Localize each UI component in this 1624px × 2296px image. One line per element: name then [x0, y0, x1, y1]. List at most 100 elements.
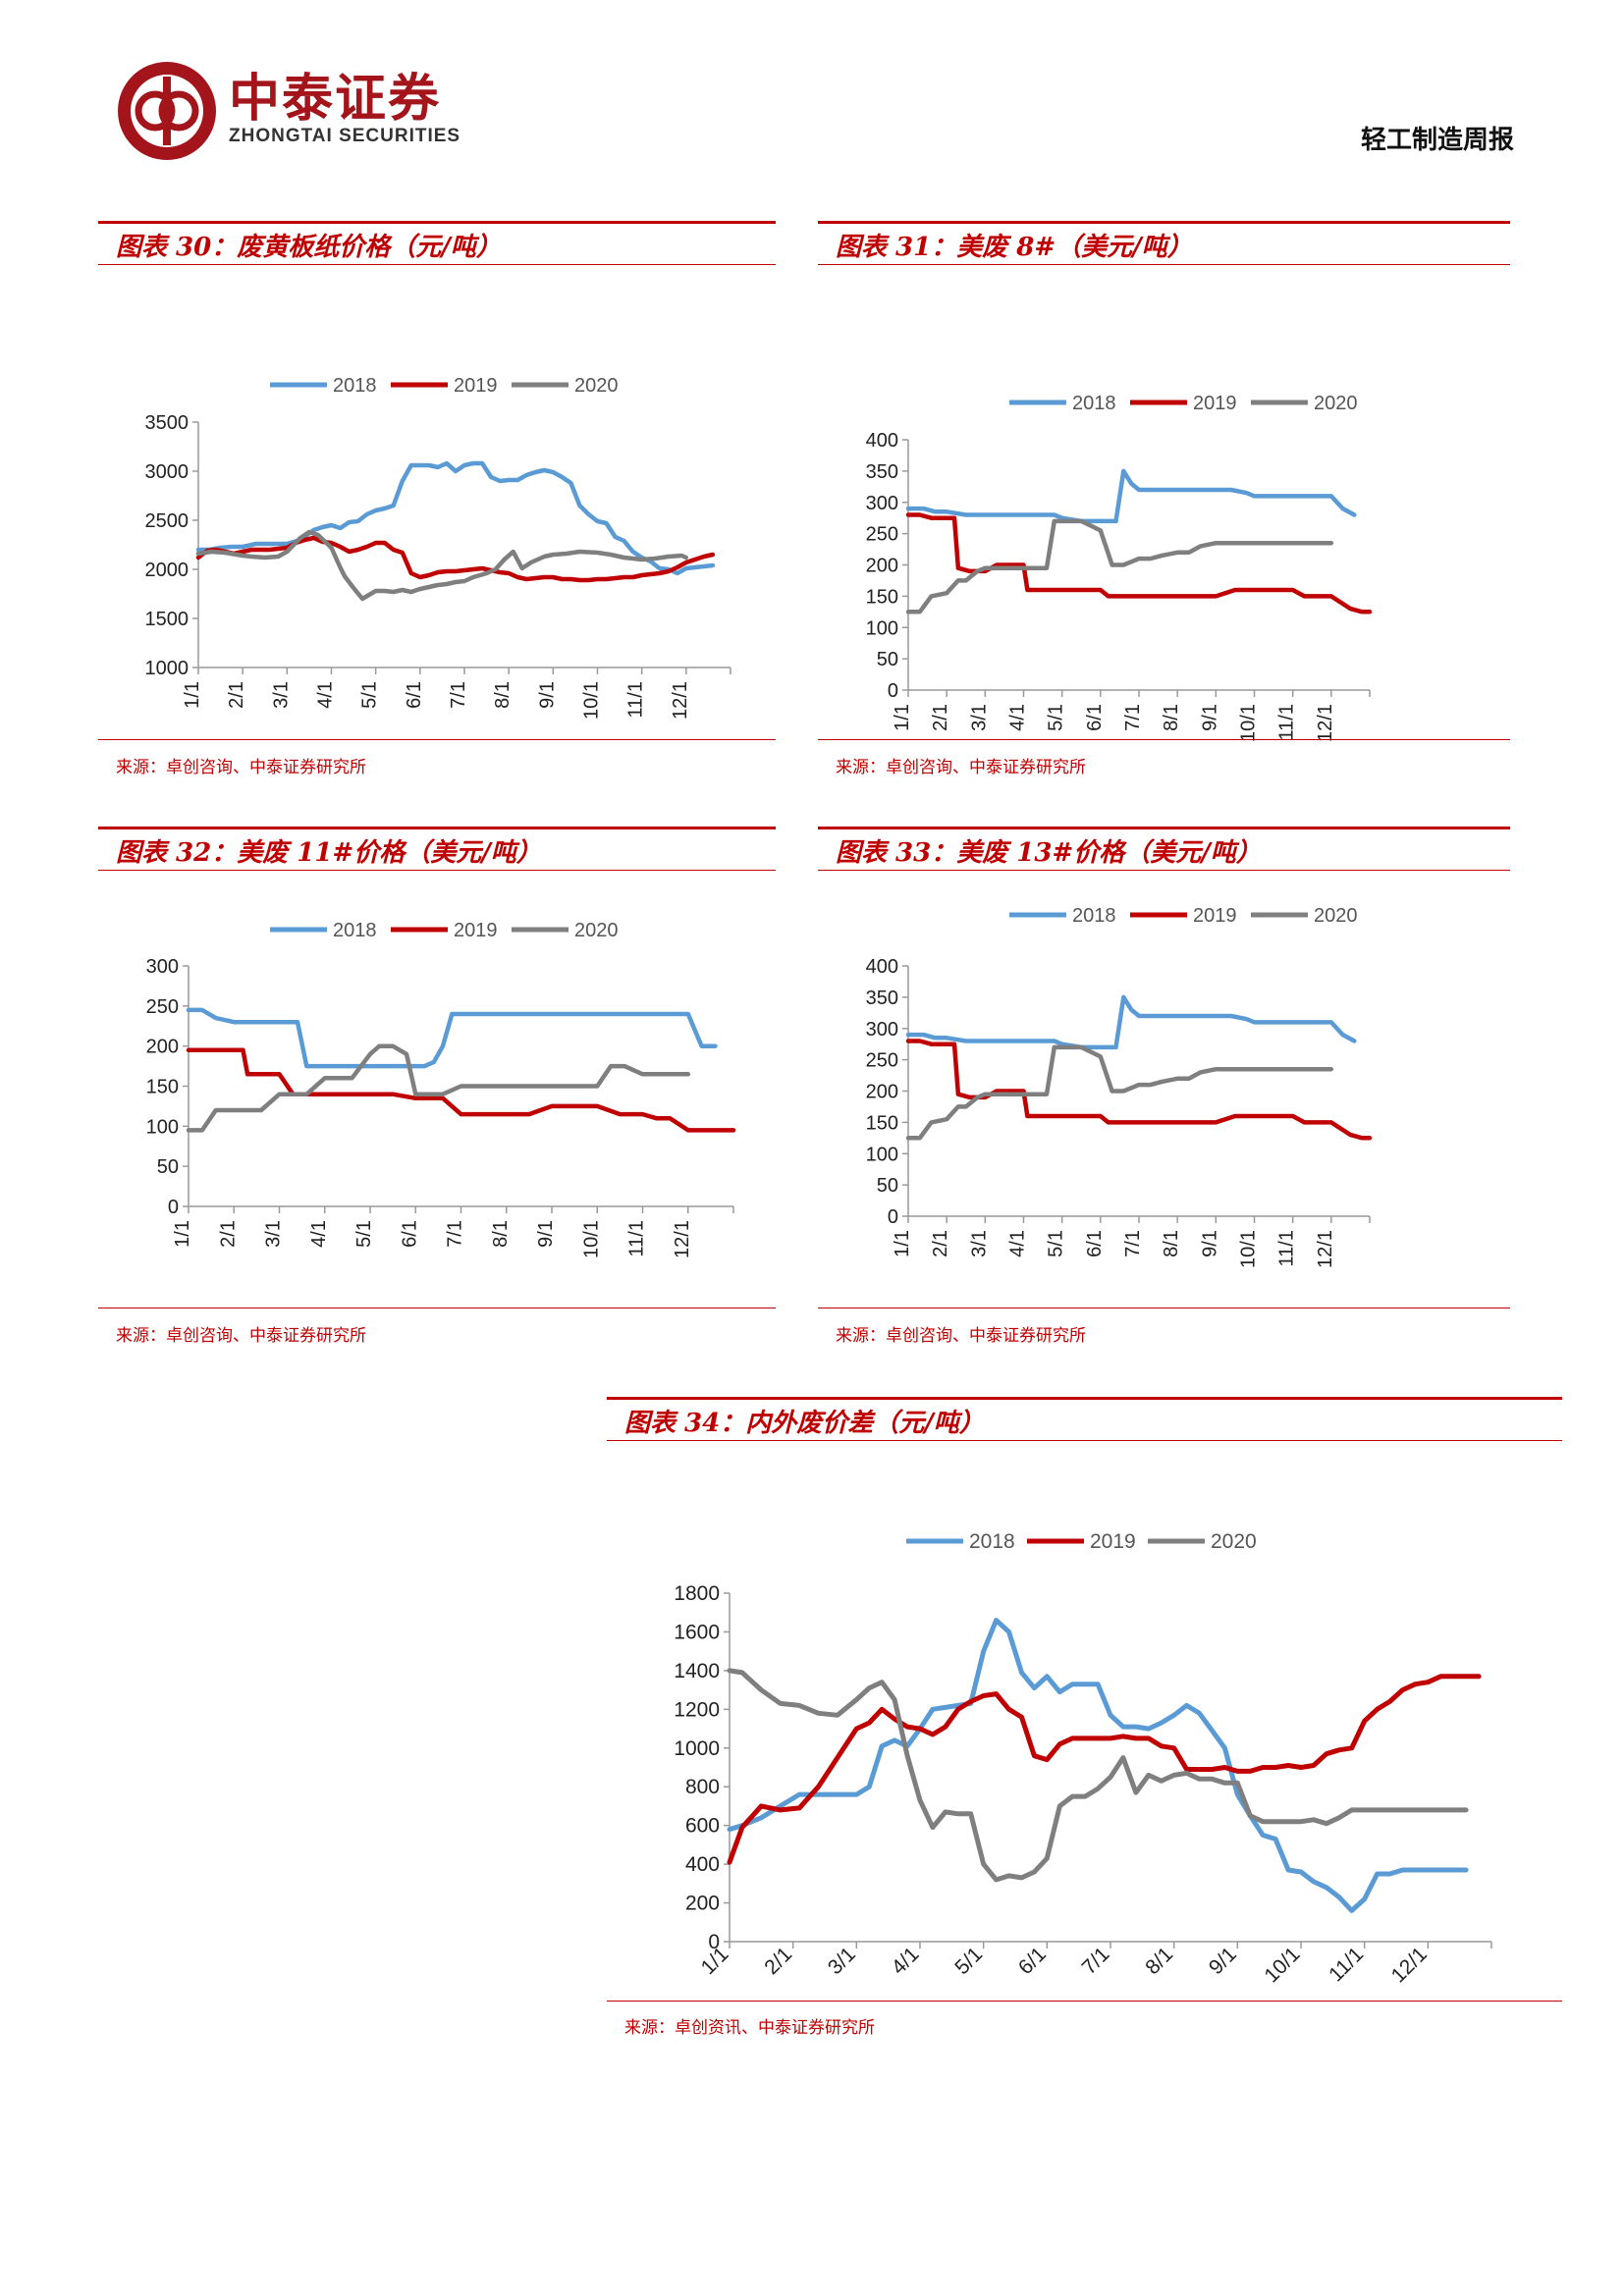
chart-source: 来源：卓创咨询、中泰证券研究所 — [836, 758, 1086, 777]
y-tick-label: 150 — [866, 1112, 898, 1134]
y-tick-label: 250 — [866, 1050, 898, 1072]
x-tick-label: 1/1 — [172, 1220, 193, 1248]
y-tick-label: 0 — [888, 1206, 898, 1228]
x-tick-label: 2/1 — [226, 681, 247, 709]
chart-title: 图表 33：美废 13#价格（美元/吨） — [836, 838, 1262, 868]
chart-panel-34: 图表 34：内外废价差（元/吨） 2018 2019 2020 0 200 400 600 8… — [607, 1397, 1562, 2055]
panel-top-rule — [607, 1397, 1562, 1400]
legend-label-2020: 2020 — [574, 920, 619, 941]
x-tick-label: 10/1 — [1238, 704, 1260, 742]
x-tick-label: 4/1 — [888, 1943, 924, 1979]
chart-panel-31: 图表 31：美废 8#（美元/吨） 2018 2019 2020 0 50 100 150 2… — [818, 221, 1510, 790]
series-line-2018 — [186, 1007, 718, 1069]
x-tick-label: 7/1 — [445, 1220, 466, 1248]
x-tick-label: 8/1 — [490, 1220, 512, 1248]
x-tick-label: 2/1 — [930, 704, 951, 731]
x-tick-label: 3/1 — [968, 1230, 990, 1257]
chart-title: 图表 34：内外废价差（元/吨） — [624, 1409, 985, 1438]
panel-title-rule — [818, 264, 1510, 265]
y-tick-label: 100 — [866, 1144, 898, 1165]
x-tick-label: 3/1 — [968, 704, 990, 731]
legend-label-2019: 2019 — [1090, 1530, 1136, 1553]
legend-label-2018: 2018 — [333, 375, 377, 397]
y-tick-label: 100 — [866, 617, 898, 639]
brand-name-en: ZHONGTAI SECURITIES — [229, 126, 461, 146]
x-tick-label: 10/1 — [1260, 1943, 1304, 1987]
y-tick-label: 150 — [866, 586, 898, 608]
x-tick-label: 6/1 — [404, 681, 425, 709]
series-line-2019 — [186, 1047, 736, 1133]
x-tick-label: 3/1 — [824, 1943, 860, 1979]
legend-label-2020: 2020 — [1314, 393, 1358, 414]
y-tick-label: 250 — [146, 996, 179, 1018]
y-tick-label: 800 — [685, 1776, 720, 1798]
x-tick-label: 4/1 — [1007, 1230, 1029, 1257]
x-tick-label: 7/1 — [1122, 704, 1144, 731]
y-tick-label: 250 — [866, 524, 898, 546]
y-tick-label: 0 — [708, 1931, 720, 1953]
y-tick-label: 1600 — [674, 1621, 720, 1643]
y-tick-label: 3000 — [145, 461, 189, 483]
y-tick-label: 2000 — [145, 560, 189, 581]
series-line-2018 — [195, 460, 716, 576]
x-tick-label: 12/1 — [1387, 1943, 1432, 1987]
panel-top-rule — [818, 221, 1510, 224]
y-tick-label: 2500 — [145, 510, 189, 532]
chart-32-plot: 2018 2019 2020 0 50 100 150 200 250 300 1/1 2/1 3/1 4… — [146, 920, 736, 1258]
chart-33-plot: 2018 2019 2020 0 50 100 150 200 250 300 350 400 1/1 2… — [866, 905, 1373, 1268]
panel-title-rule — [607, 1440, 1562, 1441]
y-tick-label: 200 — [146, 1037, 179, 1058]
x-tick-label: 4/1 — [315, 681, 337, 709]
chart-source: 来源：卓创咨询、中泰证券研究所 — [116, 758, 366, 777]
logo-mark-icon — [118, 62, 216, 160]
x-tick-label: 3/1 — [270, 681, 292, 709]
y-tick-label: 0 — [168, 1197, 179, 1218]
series-line-2020 — [905, 1044, 1334, 1141]
series-line-2020 — [905, 518, 1334, 614]
y-tick-label: 200 — [866, 556, 898, 577]
x-tick-label: 2/1 — [217, 1220, 239, 1248]
x-tick-label: 12/1 — [1315, 704, 1336, 742]
x-tick-label: 4/1 — [308, 1220, 330, 1248]
legend-label-2020: 2020 — [574, 375, 619, 397]
y-tick-label: 350 — [866, 461, 898, 483]
x-tick-label: 9/1 — [1205, 1943, 1241, 1979]
legend-label-2019: 2019 — [454, 375, 498, 397]
series-line-2018 — [905, 468, 1357, 524]
panel-title-rule — [98, 870, 776, 871]
y-tick-label: 400 — [866, 430, 898, 452]
y-tick-label: 200 — [866, 1082, 898, 1103]
y-tick-label: 300 — [866, 493, 898, 514]
x-tick-label: 6/1 — [1014, 1943, 1051, 1979]
chart-panel-32: 图表 32：美废 11#价格（美元/吨） 2018 2019 2020 0 50 100 1… — [98, 827, 776, 1357]
legend-label-2018: 2018 — [333, 920, 377, 941]
legend-label-2019: 2019 — [454, 920, 498, 941]
chart-panel-30: 图表 30：废黄板纸价格（元/吨） 2018 2019 2020 1000 1500 20… — [98, 221, 776, 790]
y-tick-label: 600 — [685, 1815, 720, 1838]
x-tick-label: 6/1 — [399, 1220, 420, 1248]
panel-title-rule — [818, 870, 1510, 871]
x-tick-label: 8/1 — [492, 681, 514, 709]
legend-label-2018: 2018 — [1072, 905, 1116, 927]
panel-title-rule — [98, 264, 776, 265]
x-tick-label: 5/1 — [950, 1943, 987, 1979]
series-line-2020 — [195, 529, 689, 602]
x-tick-label: 5/1 — [359, 681, 381, 709]
x-tick-label: 12/1 — [670, 681, 691, 720]
y-tick-label: 200 — [685, 1893, 720, 1915]
x-tick-label: 11/1 — [625, 681, 647, 718]
series-line-2019 — [727, 1674, 1482, 1865]
y-tick-label: 1500 — [145, 609, 189, 630]
legend-label-2020: 2020 — [1314, 905, 1358, 927]
x-tick-label: 11/1 — [1325, 1943, 1368, 1986]
x-tick-label: 10/1 — [580, 1220, 602, 1258]
legend-label-2018: 2018 — [1072, 393, 1116, 414]
chart-title: 图表 32：美废 11#价格（美元/吨） — [116, 838, 542, 868]
legend-label-2019: 2019 — [1193, 905, 1237, 927]
y-tick-label: 1800 — [674, 1582, 720, 1605]
y-tick-label: 150 — [146, 1077, 179, 1098]
x-tick-label: 5/1 — [1046, 704, 1067, 731]
legend-label-2018: 2018 — [969, 1530, 1015, 1553]
chart-title: 图表 30：废黄板纸价格（元/吨） — [116, 233, 502, 262]
panel-top-rule — [98, 221, 776, 224]
